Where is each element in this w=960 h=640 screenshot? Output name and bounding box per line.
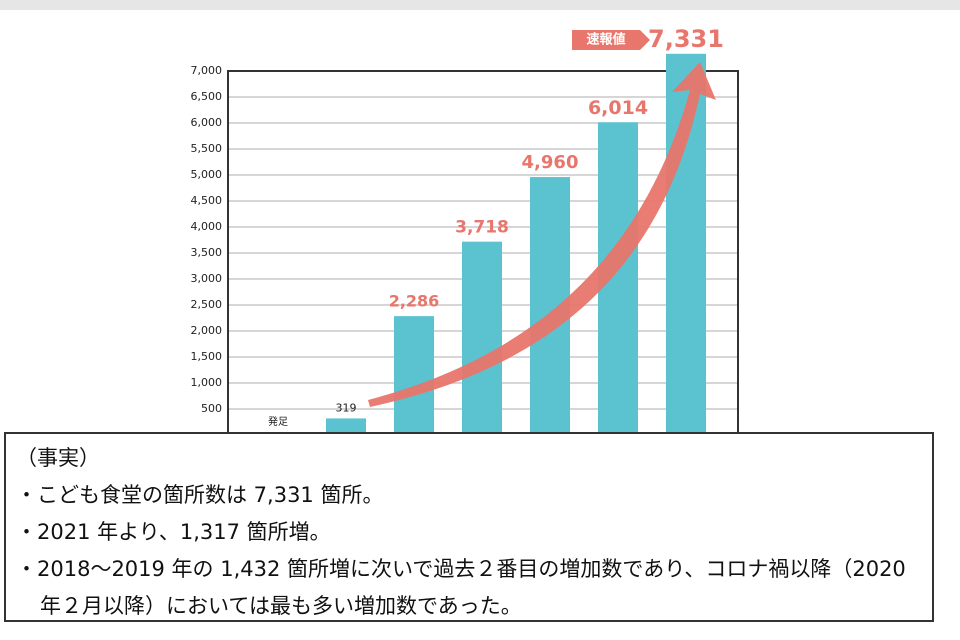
y-tick-label: 3,000 [191, 272, 223, 285]
y-tick-label: 7,000 [191, 64, 223, 77]
top-strip [0, 0, 960, 10]
value-label: 2,286 [389, 292, 440, 311]
growth-arrow [368, 62, 716, 407]
badge-tip [640, 30, 650, 50]
value-label: 6,014 [588, 97, 648, 119]
facts-box: （事実） ・こども食堂の箇所数は 7,331 箇所。 ・2021 年より、1,31… [4, 432, 934, 622]
y-tick-label: 500 [201, 402, 222, 415]
y-tick-label: 3,500 [191, 246, 223, 259]
value-label: 7,331 [648, 25, 724, 53]
bars [326, 53, 706, 451]
y-tick-label: 5,500 [191, 142, 223, 155]
y-tick-label: 4,500 [191, 194, 223, 207]
y-tick-label: 2,000 [191, 324, 223, 337]
value-label: 3,718 [455, 218, 509, 238]
value-label: 319 [336, 401, 357, 414]
x-tick-label: 発足 [268, 415, 288, 428]
fact-item: ・こども食堂の箇所数は 7,331 箇所。 [16, 483, 384, 507]
y-tick-label: 1,000 [191, 376, 223, 389]
y-tick-label: 6,000 [191, 116, 223, 129]
y-tick-label: 5,000 [191, 168, 223, 181]
labels: 500 1,000 1,500 2,000 2,500 3,000 3,500 4,000 4,… [191, 25, 724, 428]
bar [462, 241, 502, 450]
y-tick-label: 4,000 [191, 220, 223, 233]
badge-bg [572, 30, 640, 50]
y-tick-label: 2,500 [191, 298, 223, 311]
y-tick-label: 6,500 [191, 90, 223, 103]
y-tick-label: 1,500 [191, 350, 223, 363]
value-label: 4,960 [522, 152, 579, 173]
bar [598, 122, 638, 450]
facts-heading: （事実） [16, 446, 100, 470]
badge: 速報値 [586, 32, 625, 48]
fact-item: ・2018～2019 年の 1,432 箇所増に次いで過去２番目の増加数であり、… [16, 557, 906, 618]
fact-item: ・2021 年より、1,317 箇所増。 [16, 520, 331, 544]
